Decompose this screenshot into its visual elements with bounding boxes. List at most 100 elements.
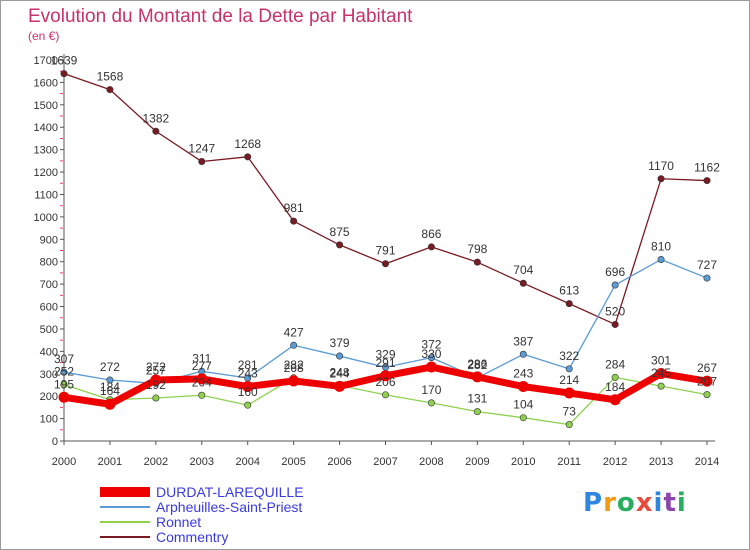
data-point [290,217,298,225]
x-tick-label: 2010 [511,456,535,468]
y-tick-label: 800 [40,257,58,269]
data-point [611,373,619,381]
data-point [334,380,346,392]
data-point [290,341,298,349]
data-point [244,401,252,409]
y-tick-label: 1500 [34,100,58,112]
data-label: 131 [467,392,487,406]
x-tick-label: 2008 [419,456,443,468]
logo-letter: P [583,488,604,518]
data-point [611,281,619,289]
chart-subtitle: (en €) [28,29,60,43]
data-label: 284 [605,357,625,371]
data-label: 244 [330,366,350,380]
data-point [60,368,68,376]
data-point [425,361,437,373]
data-label: 252 [54,365,74,379]
x-tick-label: 2005 [281,456,305,468]
y-tick-label: 1300 [34,145,58,157]
x-tick-label: 2012 [603,456,627,468]
data-point [609,394,621,406]
x-tick-label: 2014 [695,456,719,468]
y-tick-label: 200 [40,391,58,403]
logo-letter: i [653,488,664,518]
y-tick-label: 900 [40,234,58,246]
legend-swatch [100,487,150,497]
data-label: 727 [697,258,717,272]
proxiti-logo: Proxiti [583,488,687,518]
data-label: 73 [563,405,577,419]
legend-label: Commentry [156,529,229,545]
data-label: 427 [284,325,304,339]
x-tick-label: 2000 [52,456,76,468]
data-label: 243 [238,367,258,381]
y-tick-label: 300 [40,369,58,381]
logo-letter: t [663,488,677,518]
data-label: 379 [330,336,350,350]
data-label: 1382 [143,111,170,125]
data-point [703,391,711,399]
data-point [198,158,206,166]
x-tick-label: 2001 [98,456,122,468]
data-point [104,398,116,410]
data-label: 195 [54,377,74,391]
data-point [703,177,711,185]
data-label: 272 [146,360,166,374]
data-point [152,127,160,135]
data-label: 791 [375,244,395,258]
data-point [473,408,481,416]
data-label: 170 [421,383,441,397]
y-tick-label: 400 [40,346,58,358]
data-label: 981 [284,201,304,215]
data-label: 810 [651,239,671,253]
data-label: 866 [421,227,441,241]
y-tick-label: 500 [40,324,58,336]
x-tick-label: 2011 [557,456,581,468]
data-label: 268 [284,361,304,375]
data-label: 1568 [97,70,124,84]
data-label: 192 [146,378,166,392]
data-point [150,374,162,386]
data-label: 330 [421,347,441,361]
data-point [336,352,344,360]
data-point [657,382,665,390]
data-label: 1268 [234,137,261,151]
data-label: 1247 [188,142,215,156]
data-label: 184 [100,380,120,394]
data-point [427,243,435,251]
data-label: 104 [513,398,533,412]
data-point [517,381,529,393]
data-label: 160 [238,385,258,399]
y-tick-label: 1600 [34,77,58,89]
y-tick-label: 700 [40,279,58,291]
data-label: 164 [100,384,120,398]
data-point [381,260,389,268]
x-tick-label: 2007 [373,456,397,468]
data-point [198,391,206,399]
data-label: 372 [421,338,441,352]
legend-label: DURDAT-LAREQUILLE [156,484,304,500]
logo-letter: r [603,488,617,518]
data-label: 184 [605,380,625,394]
data-label: 267 [697,361,717,375]
data-point [336,241,344,249]
data-point [657,255,665,263]
y-tick-label: 1400 [34,122,58,134]
data-point [519,350,527,358]
data-label: 798 [467,242,487,256]
logo-letter: i [676,488,687,518]
data-point [242,381,254,393]
chart-title: Evolution du Montant de la Dette par Hab… [28,6,413,27]
data-point [381,391,389,399]
data-label: 282 [284,358,304,372]
data-label: 1639 [51,54,78,68]
data-label: 613 [559,284,579,298]
data-label: 206 [375,375,395,389]
data-label: 282 [467,358,487,372]
data-point [152,394,160,402]
data-label: 307 [54,352,74,366]
logo-letter: o [616,488,636,518]
data-point [106,86,114,94]
